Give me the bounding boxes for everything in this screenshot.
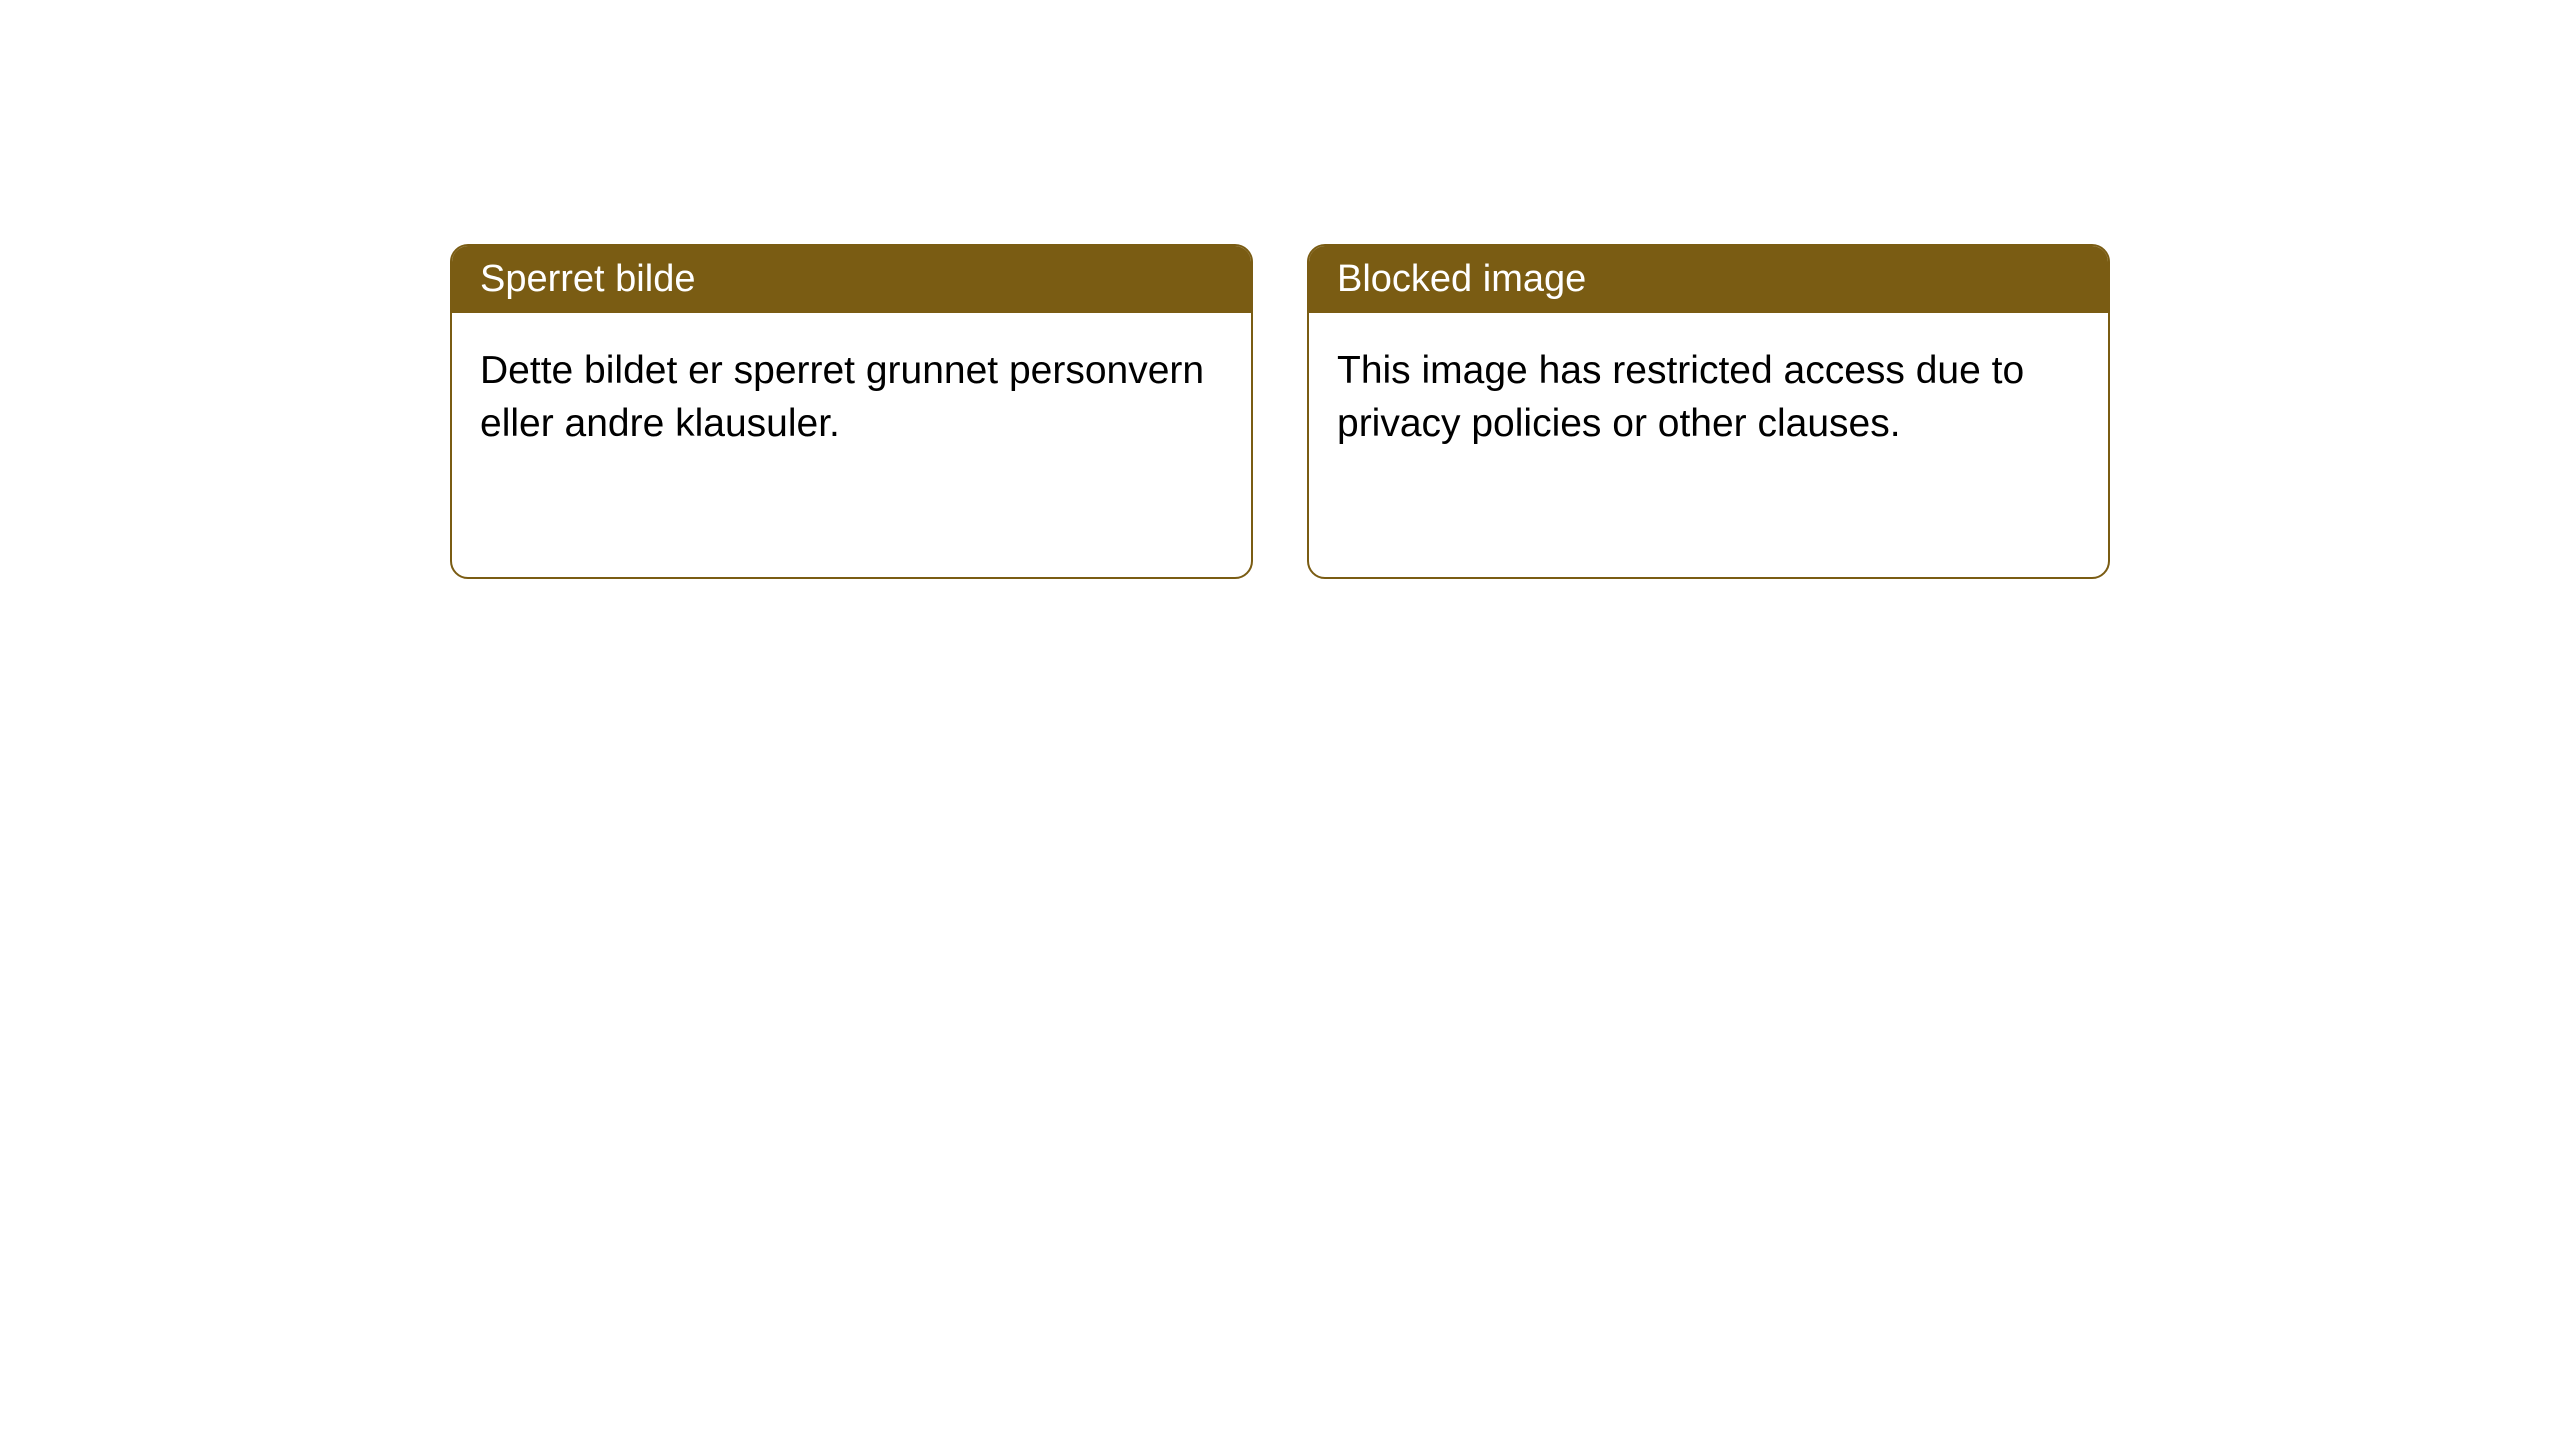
notice-card-english: Blocked image This image has restricted … xyxy=(1307,244,2110,579)
notice-container: Sperret bilde Dette bildet er sperret gr… xyxy=(450,244,2110,579)
notice-body: This image has restricted access due to … xyxy=(1309,313,2108,482)
notice-card-norwegian: Sperret bilde Dette bildet er sperret gr… xyxy=(450,244,1253,579)
notice-header: Sperret bilde xyxy=(452,246,1251,313)
notice-body: Dette bildet er sperret grunnet personve… xyxy=(452,313,1251,482)
notice-header: Blocked image xyxy=(1309,246,2108,313)
